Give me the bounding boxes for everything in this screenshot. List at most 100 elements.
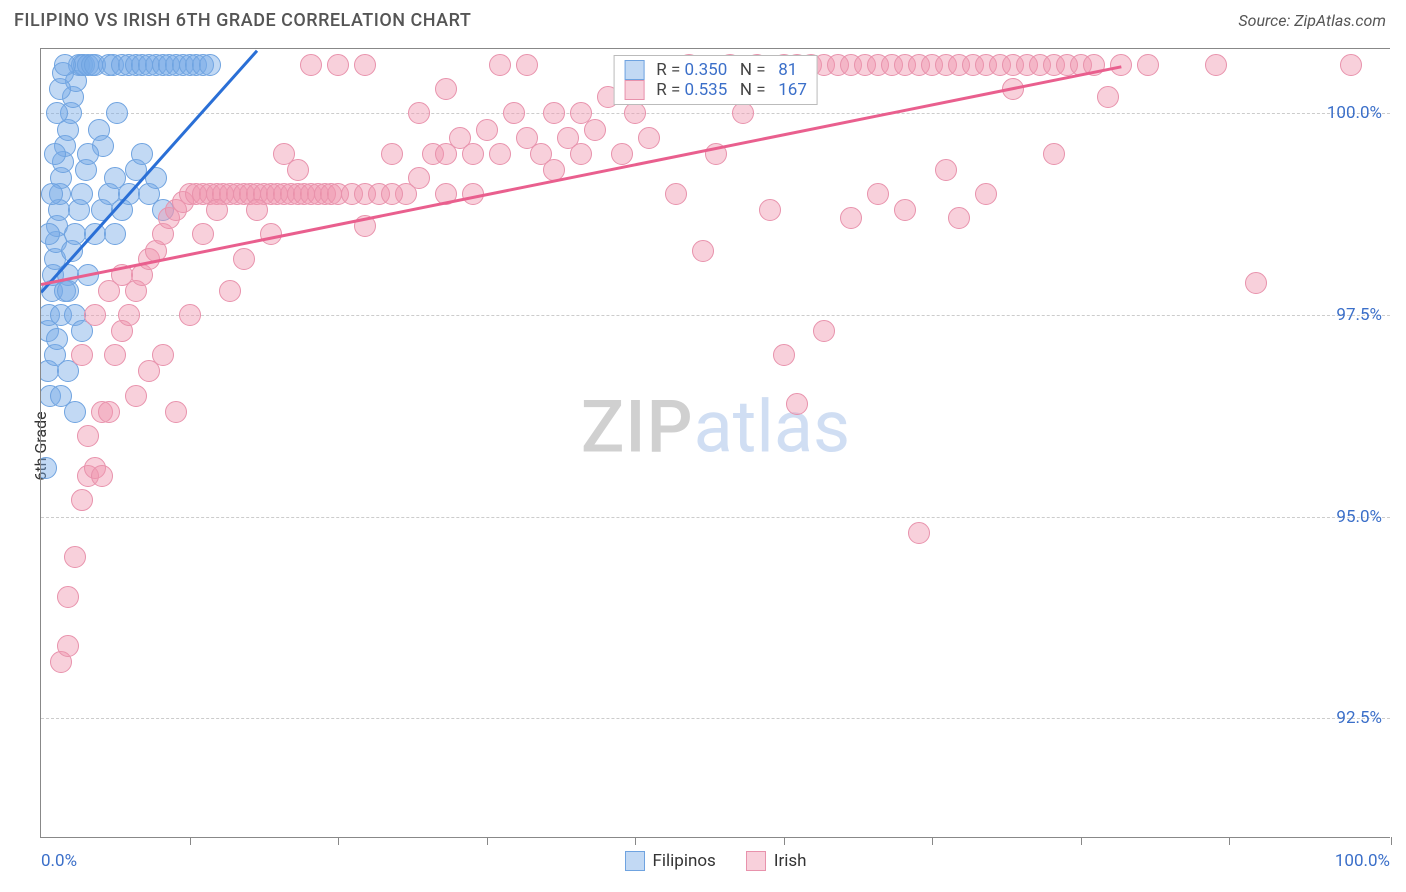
xtick xyxy=(784,837,785,845)
xtick xyxy=(932,837,933,845)
data-point xyxy=(233,248,255,270)
data-point xyxy=(489,143,511,165)
legend-stats: R = 0.350 N = 81 xyxy=(652,60,797,80)
data-point xyxy=(287,159,309,181)
data-point xyxy=(44,143,66,165)
data-point xyxy=(1245,272,1267,294)
data-point xyxy=(665,183,687,205)
data-point xyxy=(64,401,86,423)
data-point xyxy=(118,304,140,326)
data-point xyxy=(516,54,538,76)
data-point xyxy=(98,401,120,423)
data-point xyxy=(327,54,349,76)
data-point xyxy=(638,127,660,149)
legend-swatch xyxy=(625,851,645,871)
legend-stats: R = 0.535 N = 167 xyxy=(652,80,807,100)
data-point xyxy=(206,199,228,221)
data-point xyxy=(84,304,106,326)
data-point xyxy=(1043,143,1065,165)
legend-swatch xyxy=(624,60,644,80)
xtick xyxy=(1391,837,1392,845)
chart-source: Source: ZipAtlas.com xyxy=(1238,11,1386,30)
correlation-legend: R = 0.350 N = 81 R = 0.535 N = 167 xyxy=(613,55,818,105)
data-point xyxy=(104,223,126,245)
series-legend: Filipinos Irish xyxy=(625,851,807,871)
data-point xyxy=(91,465,113,487)
data-point xyxy=(584,119,606,141)
gridline xyxy=(41,315,1390,316)
data-point xyxy=(54,54,76,76)
data-point xyxy=(935,159,957,181)
data-point xyxy=(77,143,99,165)
data-point xyxy=(732,102,754,124)
data-point xyxy=(165,401,187,423)
data-point xyxy=(179,304,201,326)
legend-row: R = 0.350 N = 81 xyxy=(624,60,807,80)
data-point xyxy=(381,183,403,205)
data-point xyxy=(354,54,376,76)
legend-label: Irish xyxy=(774,851,807,871)
data-point xyxy=(759,199,781,221)
watermark: ZIPatlas xyxy=(581,385,850,470)
data-point xyxy=(624,102,646,124)
data-point xyxy=(408,102,430,124)
gridline xyxy=(41,113,1390,114)
legend-row: R = 0.535 N = 167 xyxy=(624,80,807,100)
data-point xyxy=(948,207,970,229)
gridline xyxy=(41,718,1390,719)
data-point xyxy=(57,586,79,608)
data-point xyxy=(813,320,835,342)
data-point xyxy=(300,54,322,76)
data-point xyxy=(199,54,221,76)
data-point xyxy=(570,143,592,165)
xtick xyxy=(190,837,191,845)
data-point xyxy=(152,344,174,366)
data-point xyxy=(975,183,997,205)
data-point xyxy=(1137,54,1159,76)
ytick-label: 92.5% xyxy=(1336,708,1382,728)
data-point xyxy=(46,102,68,124)
data-point xyxy=(64,546,86,568)
data-point xyxy=(77,425,99,447)
data-point xyxy=(104,344,126,366)
data-point xyxy=(125,385,147,407)
data-point xyxy=(408,167,430,189)
data-point xyxy=(41,183,63,205)
xtick xyxy=(1081,837,1082,845)
data-point xyxy=(1340,54,1362,76)
data-point xyxy=(106,102,128,124)
chart-header: FILIPINO VS IRISH 6TH GRADE CORRELATION … xyxy=(0,0,1406,39)
ytick-label: 95.0% xyxy=(1336,507,1382,527)
chart-title: FILIPINO VS IRISH 6TH GRADE CORRELATION … xyxy=(14,10,471,31)
xtick xyxy=(635,837,636,845)
data-point xyxy=(71,489,93,511)
data-point xyxy=(692,240,714,262)
data-point xyxy=(1205,54,1227,76)
trend-line xyxy=(41,65,1121,285)
legend-swatch xyxy=(624,80,644,100)
data-point xyxy=(219,280,241,302)
data-point xyxy=(57,280,79,302)
xaxis-label: 0.0% xyxy=(41,851,77,871)
data-point xyxy=(908,522,930,544)
data-point xyxy=(476,119,498,141)
data-point xyxy=(246,199,268,221)
data-point xyxy=(71,183,93,205)
legend-item: Filipinos xyxy=(625,851,716,871)
data-point xyxy=(435,78,457,100)
xtick xyxy=(487,837,488,845)
data-point xyxy=(131,143,153,165)
ytick-label: 97.5% xyxy=(1336,305,1382,325)
data-point xyxy=(773,344,795,366)
data-point xyxy=(489,54,511,76)
legend-label: Filipinos xyxy=(653,851,716,871)
plot-container: ZIPatlas 92.5%95.0%97.5%100.0% R = 0.350… xyxy=(40,48,1390,838)
data-point xyxy=(46,328,68,350)
watermark-zip: ZIP xyxy=(581,385,694,470)
data-point xyxy=(611,143,633,165)
xaxis-label: 100.0% xyxy=(1335,851,1390,871)
data-point xyxy=(381,143,403,165)
data-point xyxy=(543,102,565,124)
data-point xyxy=(867,183,889,205)
legend-item: Irish xyxy=(746,851,807,871)
